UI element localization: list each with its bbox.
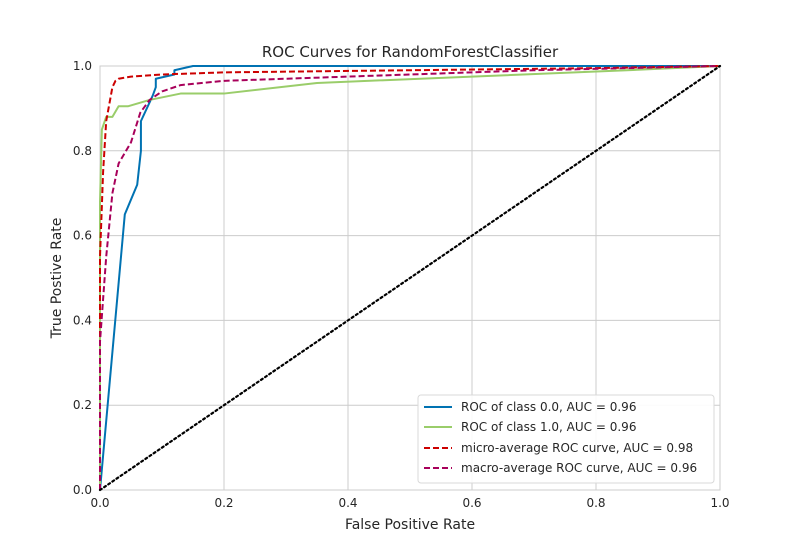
y-tick-label: 0.8 xyxy=(73,144,92,158)
y-tick-label: 0.0 xyxy=(73,483,92,497)
y-tick-label: 1.0 xyxy=(73,59,92,73)
legend-label-class-1: ROC of class 1.0, AUC = 0.96 xyxy=(461,420,636,434)
chart-title: ROC Curves for RandomForestClassifier xyxy=(262,43,559,61)
x-axis-label: False Positive Rate xyxy=(345,517,475,533)
x-tick-label: 0.8 xyxy=(586,496,605,510)
chance-diagonal-line xyxy=(98,64,722,492)
roc-line-class-0 xyxy=(99,65,720,491)
x-tick-label: 0.4 xyxy=(338,496,357,510)
roc-line-macro-average xyxy=(99,65,721,490)
roc-line-micro-average xyxy=(99,65,721,490)
tick-layer: 0.0 0.2 0.4 0.6 0.8 1.0 0.0 0.2 0.4 0.6 0.8 1.0 xyxy=(73,59,730,510)
roc-line-class-1 xyxy=(99,65,721,490)
y-tick-label: 0.4 xyxy=(73,313,92,327)
y-tick-label: 0.2 xyxy=(73,398,92,412)
legend-box xyxy=(417,394,715,484)
x-tick-label: 0.0 xyxy=(90,496,109,510)
y-tick-label: 0.6 xyxy=(73,229,92,243)
series-layer xyxy=(98,64,722,492)
x-tick-label: 1.0 xyxy=(710,496,729,510)
legend-label-macro: macro-average ROC curve, AUC = 0.96 xyxy=(461,461,697,475)
legend-label-micro: micro-average ROC curve, AUC = 0.98 xyxy=(461,441,693,455)
x-tick-label: 0.6 xyxy=(462,496,481,510)
x-tick-label: 0.2 xyxy=(214,496,233,510)
legend: ROC of class 0.0, AUC = 0.96 ROC of clas… xyxy=(417,394,715,484)
legend-label-class-0: ROC of class 0.0, AUC = 0.96 xyxy=(461,400,636,414)
y-axis-label: True Postive Rate xyxy=(49,218,65,340)
